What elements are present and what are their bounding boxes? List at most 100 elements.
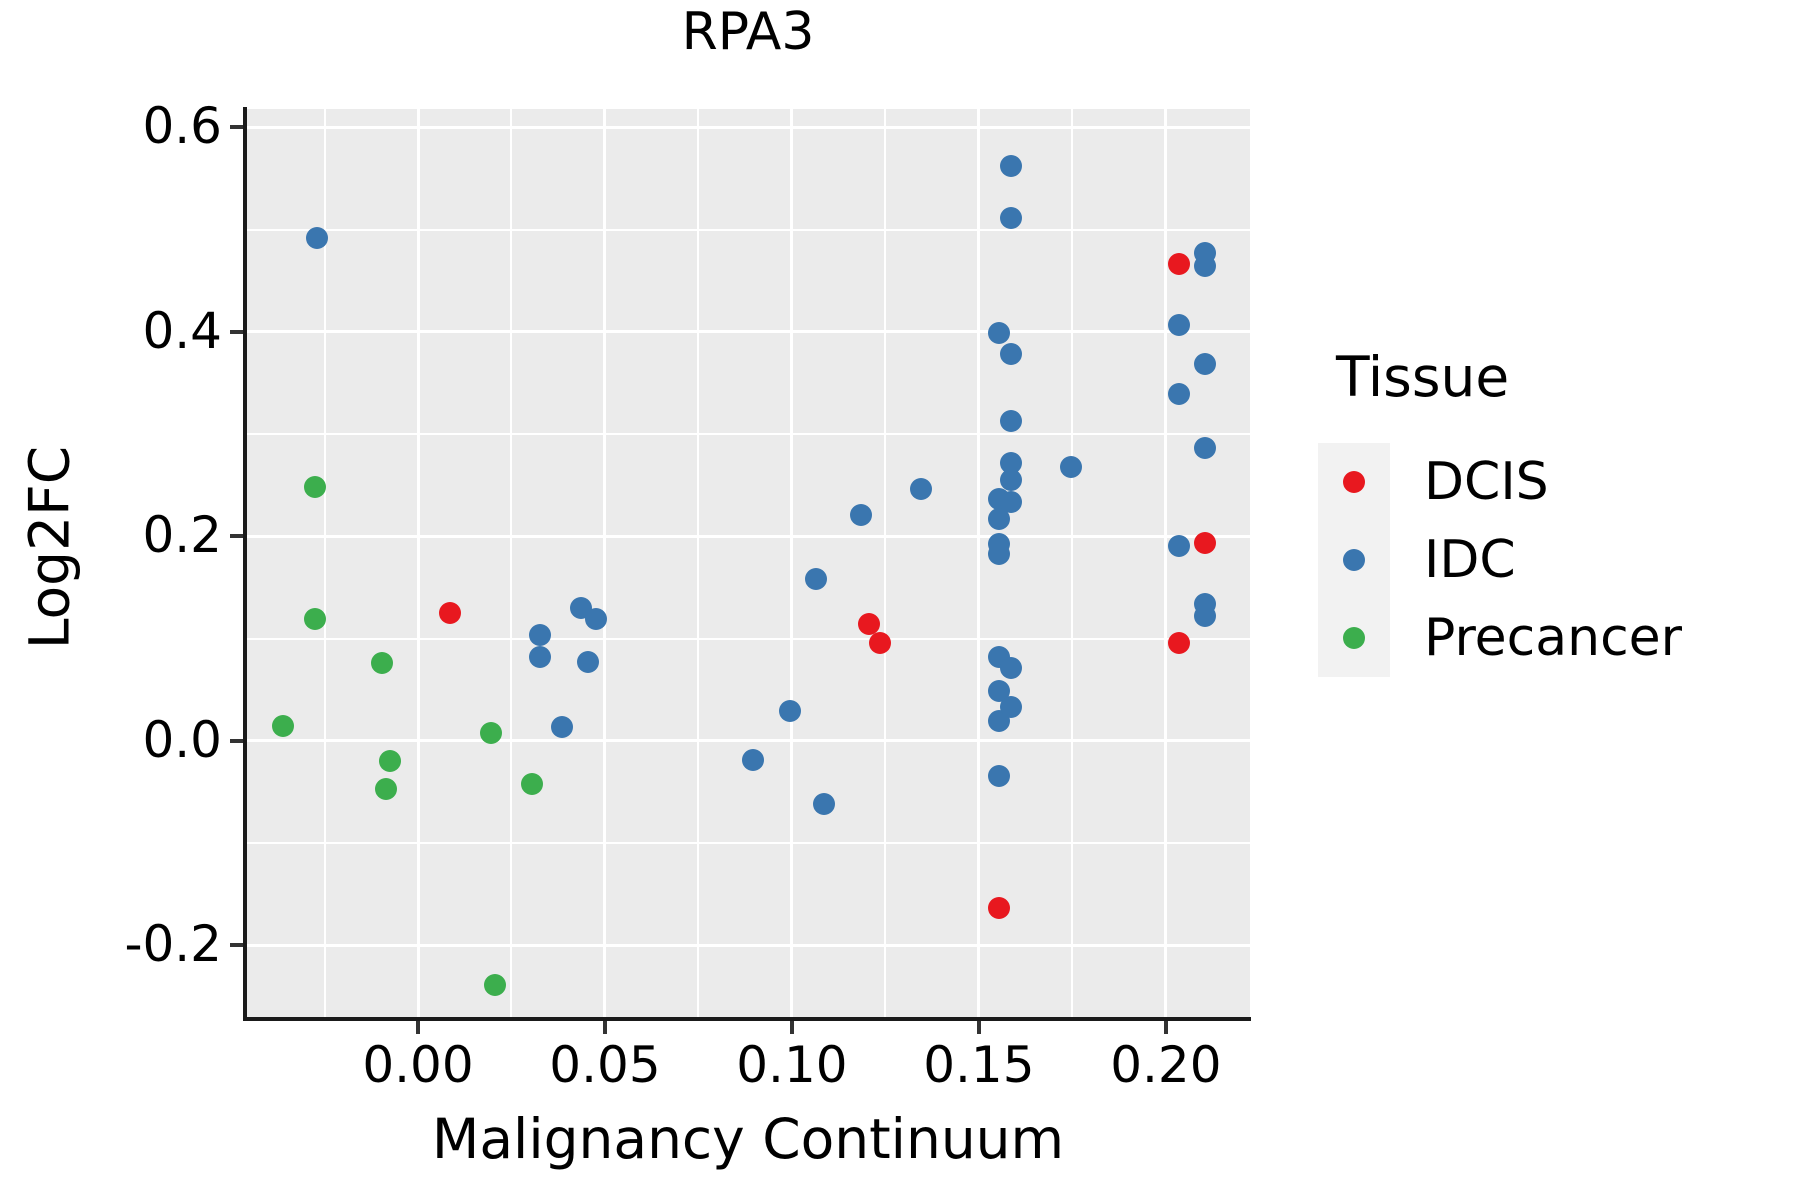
data-point-precancer (304, 608, 327, 631)
data-point-precancer (483, 974, 506, 997)
data-point-idc (812, 793, 835, 816)
data-point-idc (306, 226, 329, 249)
data-point-precancer (304, 476, 327, 499)
data-point-idc (528, 623, 551, 646)
x-axis-tick (976, 1021, 981, 1034)
data-point-idc (999, 696, 1022, 719)
page-title: RPA3 (681, 2, 815, 62)
data-point-precancer (521, 772, 544, 795)
data-point-precancer (371, 652, 394, 675)
circle-marker-icon (1343, 471, 1365, 493)
gridline-major-vertical (977, 109, 981, 1019)
plot-panel (246, 109, 1250, 1019)
gridline-minor-vertical (884, 109, 887, 1019)
gridline-minor-vertical (697, 109, 700, 1019)
x-axis-tick-label: 0.00 (362, 1036, 474, 1094)
data-point-idc (999, 155, 1022, 178)
y-axis-line (243, 107, 247, 1021)
data-point-dcis (1167, 631, 1190, 654)
data-point-idc (988, 508, 1011, 530)
legend-key-swatch (1318, 599, 1390, 677)
gridline-minor-horizontal (246, 637, 1250, 640)
x-axis-line (243, 1017, 1251, 1021)
gridline-major-horizontal (246, 943, 1250, 947)
data-point-dcis (438, 602, 461, 625)
gridline-minor-horizontal (246, 228, 1250, 231)
y-axis-tick-label: 0.6 (142, 97, 222, 156)
y-axis-tick (230, 125, 243, 130)
circle-marker-icon (1343, 627, 1365, 649)
data-point-dcis (1167, 253, 1190, 276)
legend-key-swatch (1318, 443, 1390, 521)
gridline-major-horizontal (246, 330, 1250, 334)
y-axis-tick-label: -0.2 (124, 915, 222, 974)
gridline-major-vertical (603, 109, 607, 1019)
data-point-idc (1167, 313, 1190, 336)
x-axis-tick-label: 0.05 (549, 1036, 661, 1094)
data-point-idc (741, 749, 764, 772)
data-point-precancer (378, 750, 401, 773)
gridline-major-horizontal (246, 739, 1250, 743)
legend-item-idc[interactable]: IDC (1318, 521, 1788, 599)
data-point-idc (850, 503, 873, 526)
data-point-idc (999, 451, 1022, 474)
data-point-dcis (988, 896, 1011, 919)
data-point-idc (999, 469, 1022, 492)
data-point-idc (805, 568, 828, 591)
data-point-dcis (1194, 531, 1217, 554)
gridline-minor-vertical (1071, 109, 1074, 1019)
gridline-minor-horizontal (246, 433, 1250, 436)
data-point-idc (999, 490, 1022, 513)
gridline-minor-vertical (510, 109, 513, 1019)
data-point-idc (988, 321, 1011, 344)
data-point-idc (999, 657, 1022, 680)
data-point-idc (999, 343, 1022, 366)
data-point-idc (909, 478, 932, 501)
x-axis-tick (416, 1021, 420, 1034)
data-point-idc (999, 207, 1022, 230)
x-axis-tick-label: 0.20 (1110, 1036, 1222, 1094)
x-axis-tick-label: 0.10 (736, 1036, 848, 1094)
data-point-idc (1194, 255, 1217, 278)
gridline-major-horizontal (246, 125, 1250, 129)
y-axis-tick-label: 0.4 (142, 301, 222, 360)
x-axis-tick (602, 1021, 607, 1034)
data-point-idc (577, 651, 600, 674)
gridline-major-vertical (416, 109, 420, 1019)
legend-item-label: IDC (1424, 530, 1516, 590)
data-point-idc (528, 646, 551, 669)
data-point-idc (988, 542, 1011, 565)
data-point-precancer (375, 777, 398, 800)
legend: Tissue DCIS IDC Precancer (1318, 350, 1788, 677)
x-axis-title: Malignancy Continuum (431, 1107, 1065, 1171)
gridline-major-vertical (1164, 109, 1168, 1019)
data-point-idc (779, 700, 802, 723)
legend-item-dcis[interactable]: DCIS (1318, 443, 1788, 521)
data-point-idc (1059, 455, 1082, 478)
y-axis-tick-label: 0.2 (142, 506, 222, 565)
data-point-idc (999, 409, 1022, 432)
x-axis-tick-label: 0.15 (923, 1036, 1035, 1094)
y-axis-tick (230, 534, 243, 539)
y-axis-tick (230, 738, 243, 743)
legend-item-label: DCIS (1424, 452, 1549, 512)
data-point-idc (1194, 352, 1217, 375)
legend-item-precancer[interactable]: Precancer (1318, 599, 1788, 677)
data-point-idc (1194, 605, 1217, 628)
x-axis-tick (789, 1021, 794, 1034)
data-point-idc (988, 764, 1011, 787)
data-point-idc (1167, 383, 1190, 406)
legend-item-label: Precancer (1424, 608, 1683, 668)
gridline-minor-horizontal (246, 842, 1250, 845)
legend-key-swatch (1318, 521, 1390, 599)
gridline-major-horizontal (246, 534, 1250, 538)
data-point-precancer (272, 714, 295, 737)
legend-title: Tissue (1336, 345, 1510, 409)
gridline-major-vertical (790, 109, 794, 1019)
x-axis-tick (1163, 1021, 1168, 1034)
y-axis-tick-label: 0.0 (142, 710, 222, 769)
data-point-precancer (479, 721, 502, 744)
circle-marker-icon (1343, 549, 1365, 571)
data-point-idc (1194, 437, 1217, 460)
